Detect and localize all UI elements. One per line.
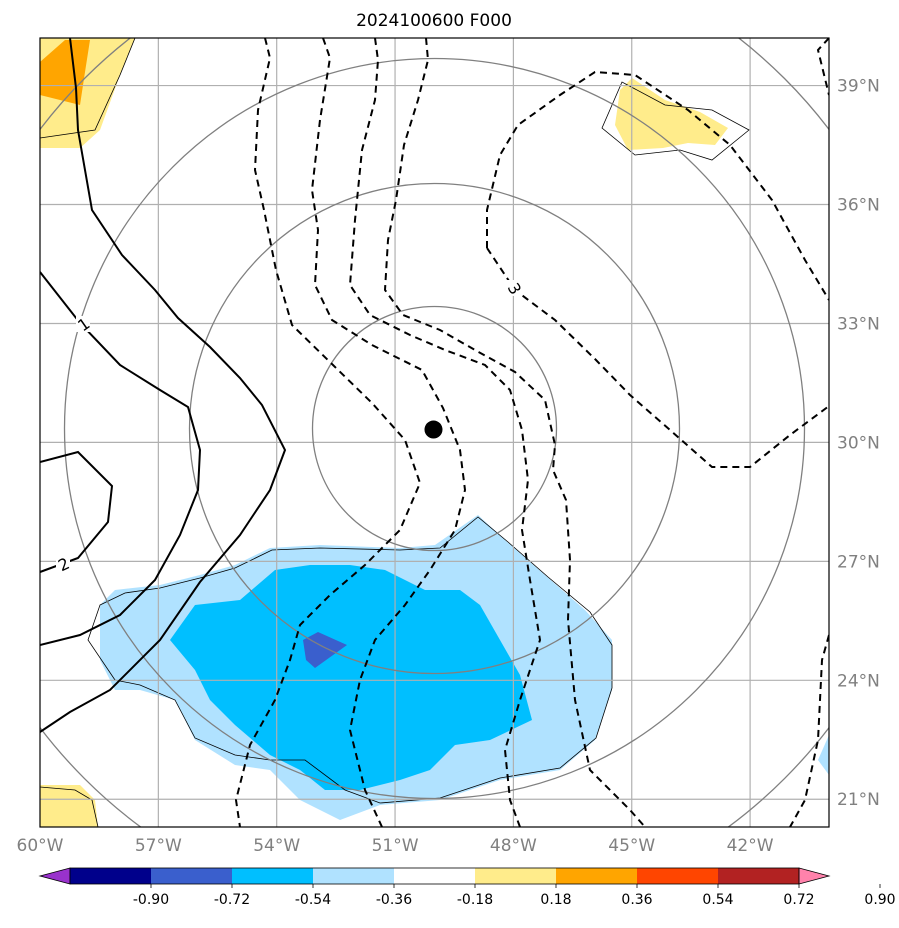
solid-contour-1	[40, 271, 202, 646]
contour-labels: 1 2 3	[55, 280, 525, 576]
dashed-contour-7	[816, 38, 829, 96]
x-tick-label: 57°W	[135, 836, 182, 856]
solid-contour-2	[40, 38, 287, 733]
colorbar-tick-label: -0.72	[214, 892, 250, 908]
solid-contours	[40, 38, 287, 733]
colorbar-tick-label: 0.36	[621, 892, 652, 908]
fill-orange-topleft	[40, 40, 90, 105]
colorbar-segment	[475, 868, 557, 884]
y-tick-label: 33°N	[837, 314, 880, 334]
y-tick-label: 24°N	[837, 671, 880, 691]
outline-northeast-island	[601, 81, 750, 161]
colorbar-frame	[69, 867, 800, 885]
colorbar-tick-label: 0.72	[783, 892, 814, 908]
coastline-outlines	[40, 38, 750, 827]
colorbar-segment	[313, 868, 395, 884]
x-tick-labels: 60°W 57°W 54°W 51°W 48°W 45°W 42°W	[17, 836, 774, 856]
dashed-contour-5	[486, 70, 829, 301]
dashed-contour-6	[486, 247, 829, 468]
outline-northwest-coast	[40, 38, 136, 139]
dashed-contour-2	[310, 38, 467, 827]
colorbar: -0.90 -0.72 -0.54 -0.36 -0.18 0.18 0.36 0.54 0.7…	[38, 867, 896, 908]
y-tick-label: 39°N	[837, 77, 880, 97]
colorbar-segment	[718, 868, 800, 884]
colorbar-tick-label: -0.54	[295, 892, 331, 908]
distance-ring-1	[311, 305, 558, 552]
colorbar-segment	[637, 868, 719, 884]
colorbar-segment	[556, 868, 638, 884]
colorbar-tick-label: 0.18	[540, 892, 571, 908]
colorbar-segment	[70, 868, 152, 884]
fill-dark-blue-patch	[303, 632, 347, 668]
contour-label-bg-2	[56, 556, 70, 572]
outline-southwest-corner	[40, 786, 99, 827]
contour-label-bg-3	[506, 280, 520, 296]
y-tick-labels: 21°N 24°N 27°N 30°N 33°N 36°N 39°N	[837, 77, 880, 811]
colorbar-extend-high	[798, 867, 831, 885]
x-tick-label: 51°W	[372, 836, 419, 856]
x-tick-label: 48°W	[490, 836, 537, 856]
colorbar-segment	[151, 868, 233, 884]
x-tick-label: 45°W	[608, 836, 655, 856]
x-tick-label: 54°W	[253, 836, 300, 856]
chart-title: 2024100600 F000	[356, 11, 512, 31]
colorbar-tick-label: -0.90	[133, 892, 169, 908]
y-tick-label: 27°N	[837, 552, 880, 572]
solid-contour-2b	[40, 450, 114, 573]
colorbar-tick-label: 0.90	[864, 892, 895, 908]
contour-label-bg-1	[76, 316, 90, 332]
outline-south-region	[87, 516, 613, 804]
fill-blue-region	[170, 565, 532, 790]
colorbar-segment	[394, 868, 476, 884]
colorbar-tick-label: -0.36	[376, 892, 412, 908]
fill-yellow-bottomleft	[40, 785, 98, 827]
y-tick-label: 36°N	[837, 196, 880, 216]
colorbar-tick-label: 0.54	[702, 892, 733, 908]
x-tick-label: 60°W	[17, 836, 64, 856]
center-marker	[424, 420, 443, 439]
dashed-contour-1	[234, 38, 422, 827]
distance-ring-3	[63, 57, 806, 800]
dashed-contours	[234, 38, 829, 827]
grid-lines	[40, 38, 829, 827]
shaded-anomaly-fills	[40, 38, 829, 827]
colorbar-segment	[232, 868, 314, 884]
fill-light-blue-bottomright	[818, 735, 829, 775]
x-tick-label: 42°W	[727, 836, 774, 856]
y-tick-label: 30°N	[837, 433, 880, 453]
fill-yellow-topright	[615, 78, 728, 150]
dashed-contour-8	[789, 634, 829, 827]
colorbar-tick-label: -0.18	[457, 892, 493, 908]
colorbar-extend-low	[38, 867, 71, 885]
distance-ring-2	[188, 182, 681, 675]
map-frame	[39, 37, 830, 828]
dashed-contour-4	[383, 38, 646, 827]
dashed-contour-3	[348, 38, 542, 827]
y-tick-label: 21°N	[837, 790, 880, 810]
